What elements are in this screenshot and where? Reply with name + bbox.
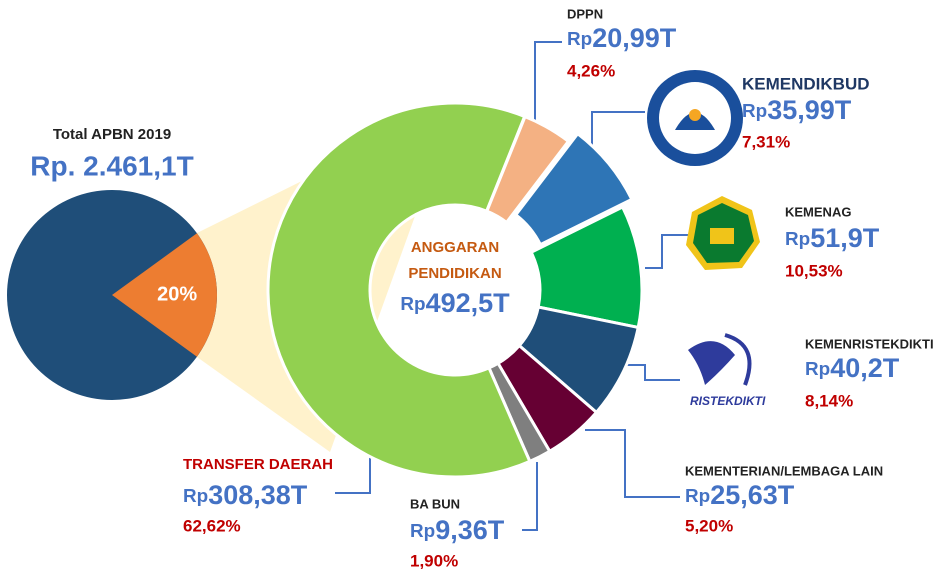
logo-arc xyxy=(724,333,752,386)
segment-amount: Rp20,99T xyxy=(567,23,677,53)
leader xyxy=(645,234,688,269)
leader xyxy=(585,429,680,498)
pie-label: 20% xyxy=(157,283,197,305)
pie-total: Rp. 2.461,1T xyxy=(30,150,193,181)
segment-amount: Rp35,99T xyxy=(742,95,852,125)
logo-text: RISTEKDIKTI xyxy=(690,394,766,408)
pie-title: Total APBN 2019 xyxy=(53,126,171,143)
segment-amount: Rp25,63T xyxy=(685,480,795,510)
leader xyxy=(522,462,538,531)
donut xyxy=(266,101,644,479)
donut-segment xyxy=(266,101,532,479)
segment-percent: 1,90% xyxy=(410,551,458,570)
segment-percent: 8,14% xyxy=(805,391,853,410)
segment-amount: Rp308,38T xyxy=(183,480,308,510)
segment-percent: 5,20% xyxy=(685,516,733,535)
segment-name: KEMENAG xyxy=(785,204,851,219)
segment-amount: Rp9,36T xyxy=(410,515,505,545)
leader-lines xyxy=(335,41,688,531)
segment-percent: 10,53% xyxy=(785,261,843,280)
segment-name: DPPN xyxy=(567,6,603,21)
segment-percent: 7,31% xyxy=(742,132,790,151)
logo-kemendikbud xyxy=(647,70,743,166)
segment-amount: Rp40,2T xyxy=(805,353,900,383)
logo-ristekdikti: RISTEKDIKTI xyxy=(688,333,766,408)
segment-name: KEMENDIKBUD xyxy=(742,74,870,93)
donut-segment xyxy=(484,114,571,225)
logo-shape xyxy=(675,112,715,130)
pie-slice xyxy=(112,233,217,357)
segment-name: KEMENRISTEKDIKTI xyxy=(805,336,934,351)
logo-flame xyxy=(689,109,701,121)
segment-name: BA BUN xyxy=(410,496,460,511)
logo-kemenag xyxy=(686,196,760,270)
segment-amount: Rp51,9T xyxy=(785,223,880,253)
logo-shape xyxy=(688,341,735,385)
segment-name: TRANSFER DAERAH xyxy=(183,456,333,473)
donut-total: Rp492,5T xyxy=(400,288,510,318)
segment-percent: 4,26% xyxy=(567,61,615,80)
segment-name: KEMENTERIAN/LEMBAGA LAIN xyxy=(685,463,883,478)
logo-book xyxy=(710,228,734,244)
donut-title: ANGGARAN xyxy=(411,239,499,256)
donut-segment xyxy=(513,131,634,247)
leader xyxy=(534,41,562,150)
segment-percent: 62,62% xyxy=(183,516,241,535)
donut-title: PENDIDIKAN xyxy=(408,265,501,282)
